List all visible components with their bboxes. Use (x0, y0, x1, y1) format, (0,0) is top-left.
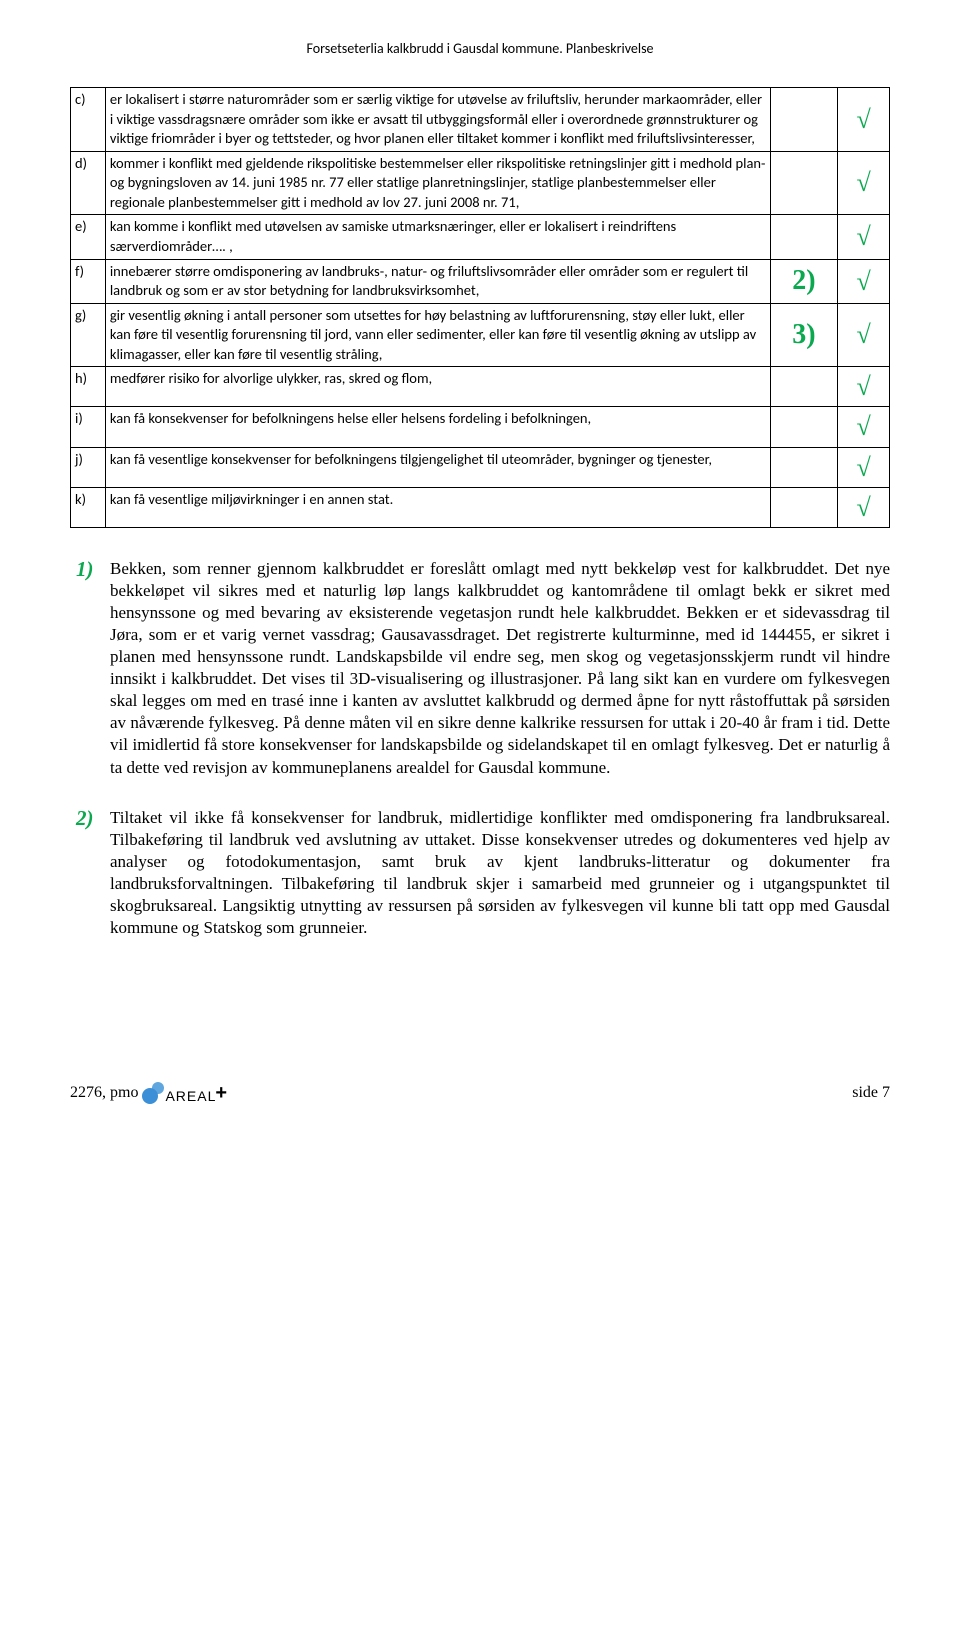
logo-text: AREAL (165, 1088, 216, 1104)
row-description: innebærer større omdisponering av landbr… (105, 259, 770, 303)
row-letter: g) (71, 303, 106, 367)
row-note: 3) (770, 303, 838, 367)
row-note (770, 447, 838, 487)
row-description: medfører risiko for alvorlige ulykker, r… (105, 367, 770, 407)
table-row: d)kommer i konflikt med gjeldende rikspo… (71, 151, 890, 215)
table-row: h)medfører risiko for alvorlige ulykker,… (71, 367, 890, 407)
row-letter: j) (71, 447, 106, 487)
row-checkmark: √ (838, 447, 890, 487)
row-description: kan få vesentlige konsekvenser for befol… (105, 447, 770, 487)
table-row: i)kan få konsekvenser for befolkningens … (71, 407, 890, 447)
row-description: kommer i konflikt med gjeldende rikspoli… (105, 151, 770, 215)
row-description: kan få konsekvenser for befolkningens he… (105, 407, 770, 447)
row-note (770, 88, 838, 152)
row-checkmark: √ (838, 151, 890, 215)
row-letter: k) (71, 487, 106, 527)
row-letter: i) (71, 407, 106, 447)
footer-reference: 2276, pmo (70, 1084, 138, 1102)
logo-plus: + (215, 1082, 227, 1105)
row-checkmark: √ (838, 259, 890, 303)
paragraph-number: 1) (76, 556, 94, 583)
table-row: e)kan komme i konflikt med utøvelsen av … (71, 215, 890, 259)
page-number: side 7 (852, 1084, 890, 1102)
row-letter: c) (71, 88, 106, 152)
page-header: Forsetseterlia kalkbrudd i Gausdal kommu… (70, 40, 890, 57)
row-note (770, 151, 838, 215)
row-letter: e) (71, 215, 106, 259)
row-checkmark: √ (838, 215, 890, 259)
numbered-paragraph: 1) Bekken, som renner gjennom kalkbrudde… (110, 558, 890, 779)
paragraph-text: Bekken, som renner gjennom kalkbruddet e… (110, 559, 890, 777)
row-checkmark: √ (838, 487, 890, 527)
table-row: f)innebærer større omdisponering av land… (71, 259, 890, 303)
row-letter: h) (71, 367, 106, 407)
row-checkmark: √ (838, 88, 890, 152)
footer-logo: AREAL+ (142, 1079, 227, 1107)
row-description: kan få vesentlige miljøvirkninger i en a… (105, 487, 770, 527)
row-note (770, 407, 838, 447)
paragraph-text: Tiltaket vil ikke få konsekvenser for la… (110, 808, 890, 937)
page-footer: 2276, pmo AREAL+ side 7 (70, 1079, 890, 1107)
row-checkmark: √ (838, 303, 890, 367)
row-note (770, 367, 838, 407)
table-row: g)gir vesentlig økning i antall personer… (71, 303, 890, 367)
row-description: gir vesentlig økning i antall personer s… (105, 303, 770, 367)
logo-icon (142, 1082, 164, 1104)
row-description: er lokalisert i større naturområder som … (105, 88, 770, 152)
table-row: k)kan få vesentlige miljøvirkninger i en… (71, 487, 890, 527)
row-description: kan komme i konflikt med utøvelsen av sa… (105, 215, 770, 259)
row-note (770, 215, 838, 259)
numbered-paragraph: 2) Tiltaket vil ikke få konsekvenser for… (110, 807, 890, 940)
paragraph-number: 2) (76, 805, 94, 832)
table-row: c)er lokalisert i større naturområder so… (71, 88, 890, 152)
table-row: j)kan få vesentlige konsekvenser for bef… (71, 447, 890, 487)
row-letter: f) (71, 259, 106, 303)
row-checkmark: √ (838, 407, 890, 447)
criteria-table: c)er lokalisert i større naturområder so… (70, 87, 890, 528)
row-checkmark: √ (838, 367, 890, 407)
row-note: 2) (770, 259, 838, 303)
row-note (770, 487, 838, 527)
row-letter: d) (71, 151, 106, 215)
